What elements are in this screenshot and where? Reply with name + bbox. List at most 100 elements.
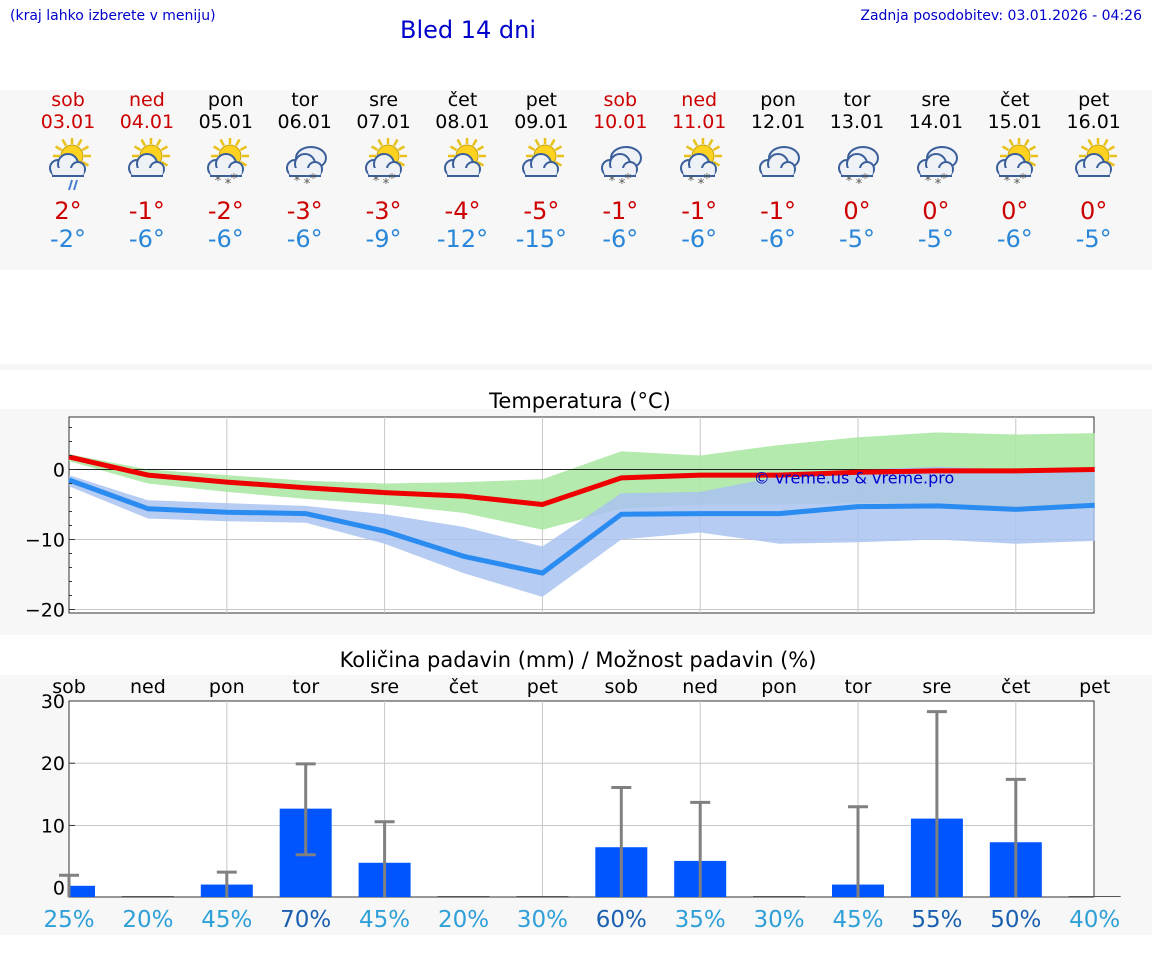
day-column: čet 08.01 xyxy=(423,89,503,133)
precip-bar xyxy=(437,896,490,897)
min-temp: -2° xyxy=(50,225,86,253)
precip-day-label: pon xyxy=(209,676,245,698)
day-name: tor xyxy=(291,89,319,111)
day-column: pet 16.01 xyxy=(1054,89,1134,133)
temp-band-min-range xyxy=(69,466,1095,597)
sun-cloud-icon xyxy=(511,137,571,194)
svg-text:*: * xyxy=(303,177,310,192)
min-temp: -6° xyxy=(207,225,244,253)
precip-day-label: sre xyxy=(922,676,951,698)
day-name: čet xyxy=(1000,89,1030,111)
sun-cloud-rain-icon xyxy=(38,137,98,194)
page-title: Bled 14 dni xyxy=(400,16,537,44)
max-temp: -1° xyxy=(128,197,165,225)
day-column: sob 10.01 xyxy=(580,89,660,133)
max-temp: -3° xyxy=(286,197,323,225)
max-temp: -1° xyxy=(602,197,639,225)
day-date: 05.01 xyxy=(198,111,253,133)
max-temp: 0° xyxy=(1001,197,1029,225)
svg-text:*: * xyxy=(619,177,626,192)
clouds-snow-icon: * * * xyxy=(590,138,650,194)
day-date: 09.01 xyxy=(514,111,569,133)
min-temp: -6° xyxy=(760,225,797,253)
precip-probability: 45% xyxy=(359,907,410,933)
day-column: sre 07.01 xyxy=(344,89,424,133)
day-date: 12.01 xyxy=(750,111,806,133)
svg-text:*: * xyxy=(862,172,869,187)
precip-day-label: sob xyxy=(605,676,639,698)
min-temp: -6° xyxy=(602,225,639,253)
day-name: pon xyxy=(207,89,244,111)
precip-probability: 70% xyxy=(280,907,331,933)
min-temp: -5° xyxy=(1075,225,1112,253)
precip-bar xyxy=(516,896,569,897)
temp-line-max xyxy=(68,454,1095,507)
clouds-snow-icon: * * * xyxy=(275,138,335,194)
sun-cloud-snow-icon: * * * xyxy=(196,137,256,194)
precip-day-label: pet xyxy=(527,676,558,698)
precip-probability: 30% xyxy=(754,907,805,933)
day-name: ned xyxy=(128,89,165,111)
svg-text:*: * xyxy=(382,177,389,192)
precip-day-label: tor xyxy=(845,676,872,698)
day-name: sob xyxy=(603,89,638,111)
sun-cloud-icon xyxy=(1064,137,1124,194)
precip-bar xyxy=(753,896,806,897)
precip-day-label: ned xyxy=(130,676,166,698)
day-column: pon 12.01 xyxy=(738,89,818,133)
day-date: 11.01 xyxy=(671,111,727,133)
day-column: sob 03.01 xyxy=(28,89,108,133)
forecast-strip xyxy=(0,90,1152,270)
precip-ytick-label: 10 xyxy=(41,815,65,837)
day-date: 04.01 xyxy=(119,111,175,133)
day-name: tor xyxy=(843,89,871,111)
svg-text:*: * xyxy=(309,172,316,187)
max-temp: 0° xyxy=(922,197,950,225)
svg-text:*: * xyxy=(698,177,705,192)
svg-text:*: * xyxy=(215,174,222,189)
svg-text:*: * xyxy=(293,174,300,189)
day-column: ned 04.01 xyxy=(107,89,187,133)
clouds-icon xyxy=(748,138,808,194)
min-temp: -12° xyxy=(436,225,489,253)
precip-probability: 60% xyxy=(596,907,647,933)
min-temp: -6° xyxy=(128,225,165,253)
max-temp: -3° xyxy=(365,197,402,225)
svg-text:*: * xyxy=(231,172,238,187)
precip-chart-title: Količina padavin (mm) / Možnost padavin … xyxy=(340,648,817,672)
max-temp: -1° xyxy=(760,197,797,225)
svg-text:*: * xyxy=(625,172,632,187)
max-temp: 0° xyxy=(1080,197,1108,225)
precip-probability: 35% xyxy=(675,907,726,933)
day-name: pon xyxy=(760,89,796,111)
day-name: ned xyxy=(681,89,718,111)
min-temp: -9° xyxy=(365,225,402,253)
max-temp: -5° xyxy=(523,197,560,225)
watermark: © vreme.us & vreme.pro xyxy=(754,469,955,488)
day-name: čet xyxy=(447,89,478,111)
day-name: sob xyxy=(51,89,85,111)
max-temp: -1° xyxy=(681,197,718,225)
precip-probability: 50% xyxy=(990,907,1041,933)
day-column: ned 11.01 xyxy=(659,89,739,133)
precip-probability: 20% xyxy=(122,907,173,933)
precip-probability: 30% xyxy=(517,907,568,933)
day-date: 03.01 xyxy=(40,111,96,133)
max-temp: 2° xyxy=(54,197,82,225)
max-temp: -4° xyxy=(444,197,481,225)
svg-text:*: * xyxy=(846,174,853,189)
min-temp: -6° xyxy=(681,225,718,253)
temp-ytick-label: 0 xyxy=(53,460,65,482)
precip-ytick-label: 20 xyxy=(41,753,65,775)
precip-ytick-label: 30 xyxy=(41,691,65,713)
day-date: 07.01 xyxy=(356,111,411,133)
svg-text:*: * xyxy=(688,174,695,189)
precip-day-label: tor xyxy=(292,676,319,698)
day-date: 16.01 xyxy=(1066,111,1121,133)
location-hint: (kraj lahko izberete v meniju) xyxy=(10,8,216,24)
day-column: tor 06.01 xyxy=(265,89,345,133)
min-temp: -5° xyxy=(917,225,954,253)
precip-bar xyxy=(121,896,174,897)
clouds-snow-icon: * * * xyxy=(906,138,966,194)
precip-day-label: pon xyxy=(761,676,797,698)
